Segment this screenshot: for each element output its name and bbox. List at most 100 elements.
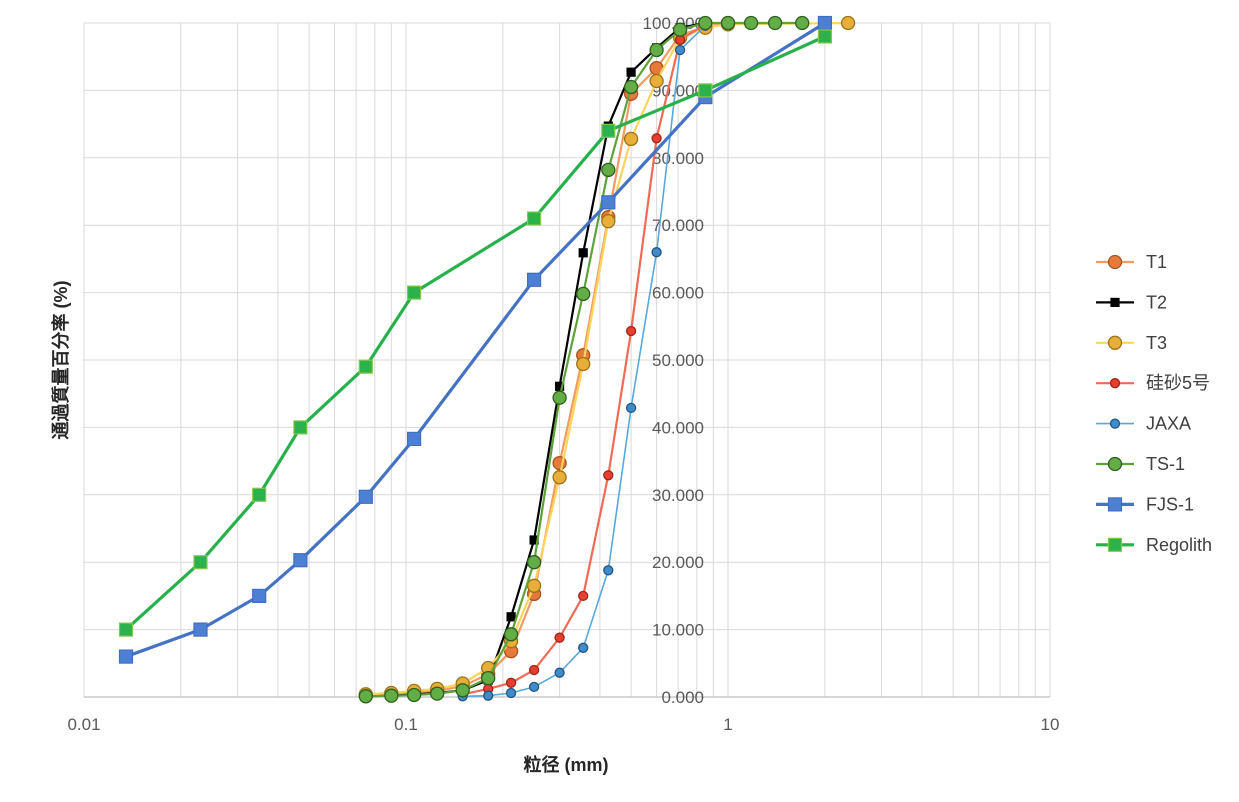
- t2-data-point: [626, 67, 636, 77]
- legend-item-fjs-1: FJS-1: [1096, 494, 1194, 514]
- jaxa-data-point: [528, 681, 540, 693]
- ts-1-data-point: [526, 555, 542, 570]
- ts-1-data-point: [455, 683, 470, 698]
- t3-data-point: [623, 131, 639, 147]
- plot-series: [118, 15, 856, 704]
- jaxa-data-point: [651, 247, 662, 258]
- series-4-data-point: [528, 664, 540, 676]
- legend-label: T2: [1146, 292, 1167, 312]
- regolith-data-point: [407, 285, 422, 300]
- x-tick-label: 0.01: [67, 715, 100, 734]
- fjs-1-data-point: [293, 553, 308, 568]
- ts-1-data-point: [503, 627, 519, 642]
- legend-marker: [1107, 497, 1123, 512]
- x-axis-tick-labels: 0.01 0.1 1 10: [67, 715, 1059, 734]
- ts-1-data-point: [649, 42, 664, 58]
- series-4-data-point: [554, 632, 565, 643]
- t2-data-point: [554, 381, 565, 391]
- x-axis-title: 粒径 (mm): [524, 754, 609, 775]
- fjs-1-data-point: [118, 649, 134, 664]
- y-axis-title: 通過質量百分率 (%): [50, 281, 71, 440]
- fjs-1-data-point: [407, 431, 422, 446]
- legend-marker: [1107, 537, 1123, 552]
- ts-1-data-point: [720, 15, 736, 31]
- t3-data-point: [552, 470, 567, 485]
- regolith-data-point: [118, 622, 134, 637]
- ts-1-data-point: [481, 670, 496, 686]
- jaxa-data-point: [554, 667, 565, 678]
- regolith-data-point: [293, 420, 308, 435]
- t3-data-point: [601, 214, 616, 229]
- gridlines: [83, 22, 1051, 698]
- ts-1-data-point: [698, 15, 713, 31]
- legend-item-regolith: Regolith: [1096, 535, 1212, 555]
- series-4-data-point: [578, 590, 589, 602]
- ts-1-data-point: [672, 22, 688, 37]
- y-tick-label: 80.000: [652, 149, 704, 168]
- legend-item-series-4: 硅砂5号: [1096, 373, 1210, 393]
- y-tick-label: 70.000: [652, 216, 704, 235]
- legend-marker: [1107, 254, 1123, 270]
- ts-1-data-point: [552, 390, 567, 405]
- regolith-data-point: [601, 123, 616, 138]
- jaxa-data-point: [578, 642, 589, 653]
- legend-item-ts-1: TS-1: [1096, 454, 1185, 474]
- regolith-data-point: [252, 487, 267, 502]
- y-tick-label: 0.000: [661, 688, 704, 707]
- y-tick-label: 20.000: [652, 553, 704, 572]
- series-4-data-point: [651, 133, 662, 144]
- y-tick-label: 40.000: [652, 418, 704, 437]
- t3-data-point: [576, 356, 591, 372]
- ts-1-data-point: [623, 79, 639, 95]
- fjs-1-data-point: [358, 489, 373, 504]
- legend: T1 T2 T3 硅砂5号 JAXA TS-1 FJS-1 Regolith: [1096, 252, 1212, 555]
- ts-1-data-point: [358, 689, 373, 704]
- y-tick-label: 30.000: [652, 486, 704, 505]
- ts-1-data-point: [601, 162, 616, 178]
- series-ts-1: [358, 15, 810, 704]
- legend-marker: [1107, 456, 1123, 472]
- regolith-data-point: [526, 211, 542, 226]
- legend-item-jaxa: JAXA: [1096, 414, 1191, 434]
- ts-1-data-point: [406, 687, 422, 703]
- legend-label: Regolith: [1146, 535, 1212, 555]
- x-tick-label: 1: [723, 715, 732, 734]
- ts-1-data-point: [576, 286, 591, 302]
- y-tick-label: 60.000: [652, 284, 704, 303]
- ts-1-data-point: [430, 686, 445, 701]
- legend-item-t2: T2: [1096, 292, 1167, 312]
- legend-item-t3: T3: [1096, 333, 1167, 353]
- series-4-data-point: [505, 677, 517, 688]
- ts-1-data-point: [743, 15, 759, 31]
- legend-label: 硅砂5号: [1146, 373, 1210, 393]
- legend-marker: [1109, 418, 1121, 429]
- legend-label: TS-1: [1146, 454, 1185, 474]
- t2-data-point: [506, 612, 516, 622]
- jaxa-data-point: [483, 690, 494, 701]
- series-4-data-point: [625, 325, 637, 337]
- legend-label: T3: [1146, 333, 1167, 353]
- fjs-1-data-point: [193, 622, 208, 637]
- legend-marker: [1107, 335, 1123, 350]
- series-4-data-point: [603, 470, 614, 481]
- regolith-data-point: [193, 555, 208, 570]
- ts-1-data-point: [384, 688, 399, 703]
- legend-label: T1: [1146, 252, 1167, 272]
- series-jaxa: [457, 20, 711, 702]
- regolith-data-point: [817, 29, 833, 44]
- legend-label: JAXA: [1146, 414, 1191, 434]
- t3-data-point: [649, 73, 664, 89]
- regolith-data-point: [698, 83, 713, 98]
- y-tick-label: 50.000: [652, 351, 704, 370]
- fjs-1-data-point: [601, 195, 616, 210]
- series-regolith: [118, 29, 833, 637]
- t3-data-point: [526, 578, 542, 593]
- jaxa-data-point: [505, 687, 517, 699]
- fjs-1-line: [124, 21, 827, 659]
- t2-data-point: [578, 248, 588, 258]
- ts-1-data-point: [795, 15, 810, 31]
- jaxa-data-point: [674, 44, 686, 56]
- fjs-1-data-point: [252, 588, 267, 604]
- x-tick-label: 0.1: [394, 715, 418, 734]
